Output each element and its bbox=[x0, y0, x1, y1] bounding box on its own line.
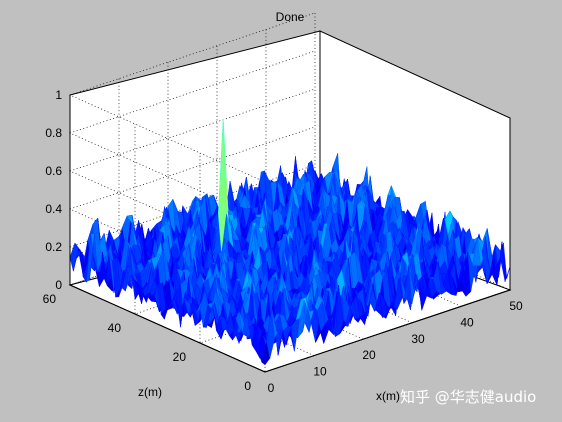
surface-mesh bbox=[69, 119, 511, 366]
watermark: 知乎 @华志健audio bbox=[400, 388, 536, 406]
z-tick-label: 0.6 bbox=[45, 164, 62, 178]
y-tick-label: 0 bbox=[244, 379, 251, 393]
x-tick-label: 20 bbox=[362, 348, 376, 362]
x-tick-label: 40 bbox=[460, 315, 474, 329]
x-tick-label: 50 bbox=[509, 299, 523, 313]
x-tick-label: 10 bbox=[313, 365, 327, 379]
z-tick-label: 0.8 bbox=[45, 126, 62, 140]
x-tick-label: 0 bbox=[268, 381, 275, 395]
y-axis-label: z(m) bbox=[138, 385, 162, 399]
chart-title: Done bbox=[276, 10, 305, 24]
surface-patch bbox=[501, 241, 511, 282]
x-tick-label: 30 bbox=[411, 332, 425, 346]
y-tick-label: 40 bbox=[108, 321, 122, 335]
z-tick-label: 0.4 bbox=[45, 202, 62, 216]
z-tick-label: 1 bbox=[55, 88, 62, 102]
axis-lines bbox=[69, 95, 511, 373]
z-tick-label: 0.2 bbox=[45, 240, 62, 254]
y-tick-label: 60 bbox=[43, 292, 57, 306]
z-tick-label: 0 bbox=[55, 278, 62, 292]
y-tick-label: 20 bbox=[173, 350, 187, 364]
x-axis-label: x(m) bbox=[376, 389, 400, 403]
